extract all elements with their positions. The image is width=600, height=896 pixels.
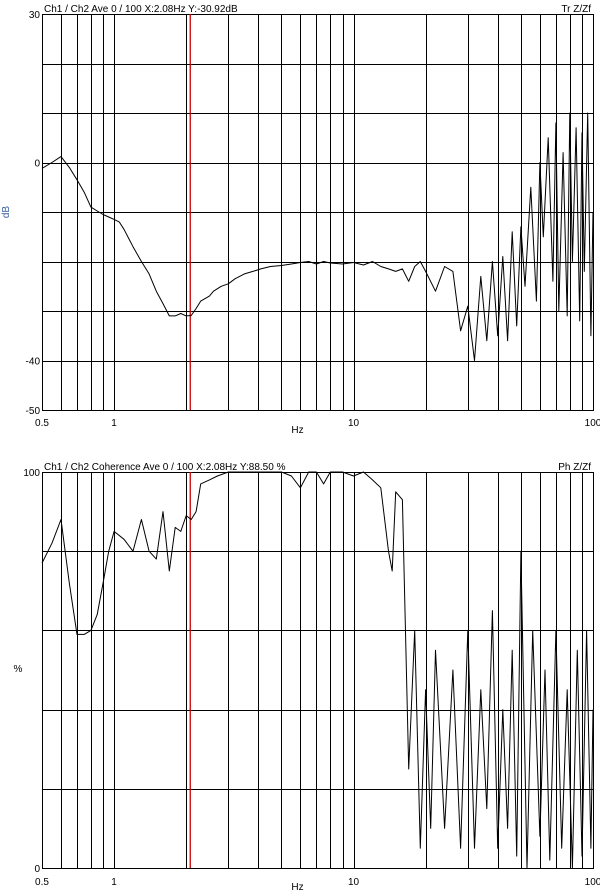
transfer-y-tick-label: -50 xyxy=(26,406,41,417)
transfer-x-tick-label: 100 xyxy=(585,418,600,429)
transfer-header-mode: Tr Z/Zf xyxy=(561,4,591,15)
transfer-header-readout: Ch1 / Ch2 Ave 0 / 100 X:2.08Hz Y:-30.92d… xyxy=(44,4,238,15)
coherence-header-readout: Ch1 / Ch2 Coherence Ave 0 / 100 X:2.08Hz… xyxy=(44,462,286,473)
coherence-x-tick-label: 10 xyxy=(348,877,360,888)
transfer-x-tick-label: 1 xyxy=(111,418,117,429)
coherence-x-tick-label: 1 xyxy=(111,877,117,888)
transfer-y-tick-label: -40 xyxy=(26,357,41,368)
coherence-plot-frame xyxy=(42,472,594,869)
transfer-trace-line xyxy=(41,112,594,361)
transfer-x-tick-label: 10 xyxy=(348,418,360,429)
coherence-header-mode: Ph Z/Zf xyxy=(558,462,591,473)
transfer-x-axis-label: Hz xyxy=(291,425,303,436)
transfer-y-axis-label: dB xyxy=(1,206,12,219)
coherence-trace-line xyxy=(41,471,594,869)
transfer-plot-frame xyxy=(42,14,594,411)
transfer-y-tick-label: 0 xyxy=(34,159,40,170)
coherence-y-tick-label: 0 xyxy=(34,864,40,875)
coherence-x-tick-label: 100 xyxy=(585,877,600,888)
coherence-x-tick-label: 0.5 xyxy=(35,877,49,888)
transfer-y-tick-label: 30 xyxy=(29,10,41,21)
coherence-y-tick-label: 100 xyxy=(23,468,40,479)
coherence-x-axis-label: Hz xyxy=(291,882,303,893)
transfer-x-tick-label: 0.5 xyxy=(35,418,49,429)
coherence-y-axis-label: % xyxy=(14,664,23,675)
